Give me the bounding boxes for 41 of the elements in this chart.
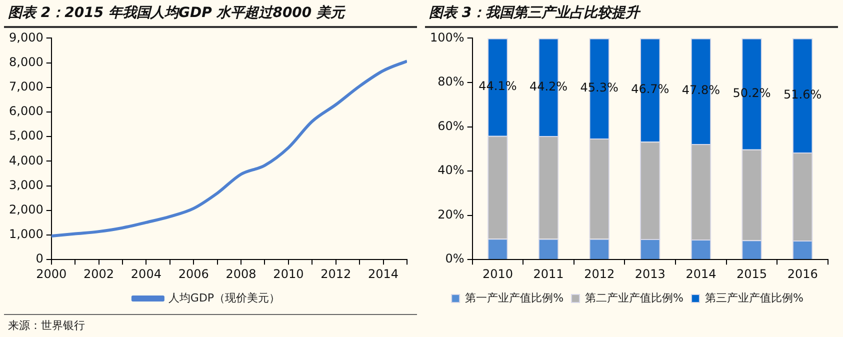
y-tick-label: 80%: [438, 74, 464, 89]
y-tick-label: 0: [36, 252, 44, 266]
x-tick-label: 2010: [482, 266, 513, 281]
x-tick-label: 2008: [226, 266, 256, 281]
source-note: 来源：世界银行: [4, 314, 417, 336]
y-tick-label: 2,000: [8, 202, 44, 217]
legend-label: 第三产业产值比例%: [704, 291, 804, 304]
legend-label: 第一产业产值比例%: [465, 291, 564, 304]
y-tick-label: 5,000: [8, 128, 44, 143]
y-tick-label: 7,000: [8, 80, 44, 94]
x-tick-label: 2015: [736, 266, 768, 281]
x-tick-label: 2014: [368, 266, 399, 281]
y-tick-label: 40%: [438, 163, 464, 178]
y-tick-label: 20%: [438, 207, 464, 222]
y-tick-label: 6,000: [8, 104, 44, 118]
data-label: 50.2%: [732, 86, 771, 100]
chart-title: 图表 2：2015 年我国人均GDP 水平超过8000 美元: [4, 0, 417, 28]
y-tick-label: 60%: [438, 118, 464, 133]
x-tick-label: 2014: [686, 266, 716, 281]
y-tick-label: 3,000: [8, 178, 44, 192]
x-tick-label: 2006: [178, 266, 209, 281]
x-tick-label: 2016: [787, 266, 818, 281]
line-series: [51, 60, 407, 238]
chart-title: 图表 3：我国第三产业占比较提升: [425, 0, 838, 28]
legend-label: 第二产业产值比例%: [585, 291, 684, 304]
x-tick-label: 2012: [320, 266, 352, 281]
data-label: 51.6%: [784, 87, 822, 102]
y-tick-label: 4,000: [8, 153, 44, 168]
y-tick-label: 9,000: [8, 30, 44, 44]
y-tick-label: 0%: [445, 252, 464, 266]
y-tick-label: 1,000: [8, 227, 44, 242]
y-tick-label: 8,000: [8, 54, 44, 69]
legend-label: 人均GDP（现价美元）: [168, 291, 280, 304]
x-tick-label: 2000: [36, 266, 67, 281]
x-tick-label: 2013: [634, 266, 666, 281]
x-tick-label: 2011: [533, 266, 564, 281]
x-tick-label: 2004: [130, 266, 162, 281]
x-tick-label: 2012: [584, 266, 615, 281]
x-tick-label: 2010: [273, 266, 304, 281]
y-tick-label: 100%: [430, 30, 464, 44]
x-tick-label: 2002: [84, 266, 114, 281]
